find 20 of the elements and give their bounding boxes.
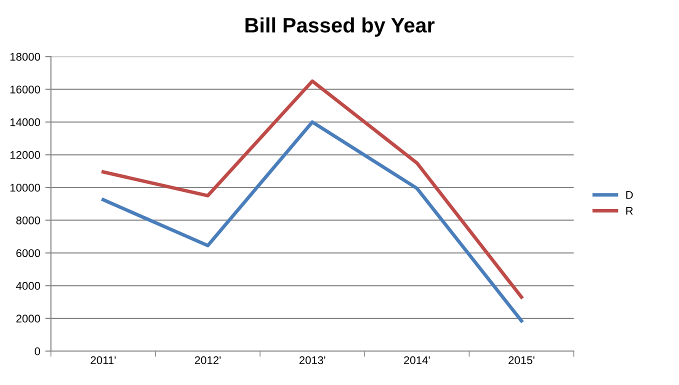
y-tick-label: 0: [34, 347, 40, 356]
x-tick-label: 2013': [299, 356, 326, 364]
x-tick-label: 2014': [404, 356, 430, 364]
y-tick-label: 16000: [10, 86, 40, 94]
line-series: [101, 79, 524, 299]
y-tick-label: 4000: [16, 282, 40, 290]
legend-label: R: [626, 207, 633, 215]
chart-title: Bill Passed by Year: [246, 17, 435, 37]
y-tick-label: 8000: [16, 216, 40, 224]
legend-label: D: [626, 191, 633, 199]
y-tick-label: 12000: [10, 151, 40, 159]
y-tick-label: 2000: [16, 314, 40, 323]
y-tick-label: 10000: [10, 184, 40, 192]
y-tick-label: 18000: [10, 52, 40, 61]
y-tick-label: 6000: [16, 249, 40, 258]
x-tick-label: 2011': [90, 356, 116, 364]
x-tick-label: 2012': [194, 356, 221, 364]
y-tick-label: 14000: [10, 118, 40, 126]
line-series: [101, 120, 524, 323]
x-tick-label: 2015': [508, 356, 534, 364]
